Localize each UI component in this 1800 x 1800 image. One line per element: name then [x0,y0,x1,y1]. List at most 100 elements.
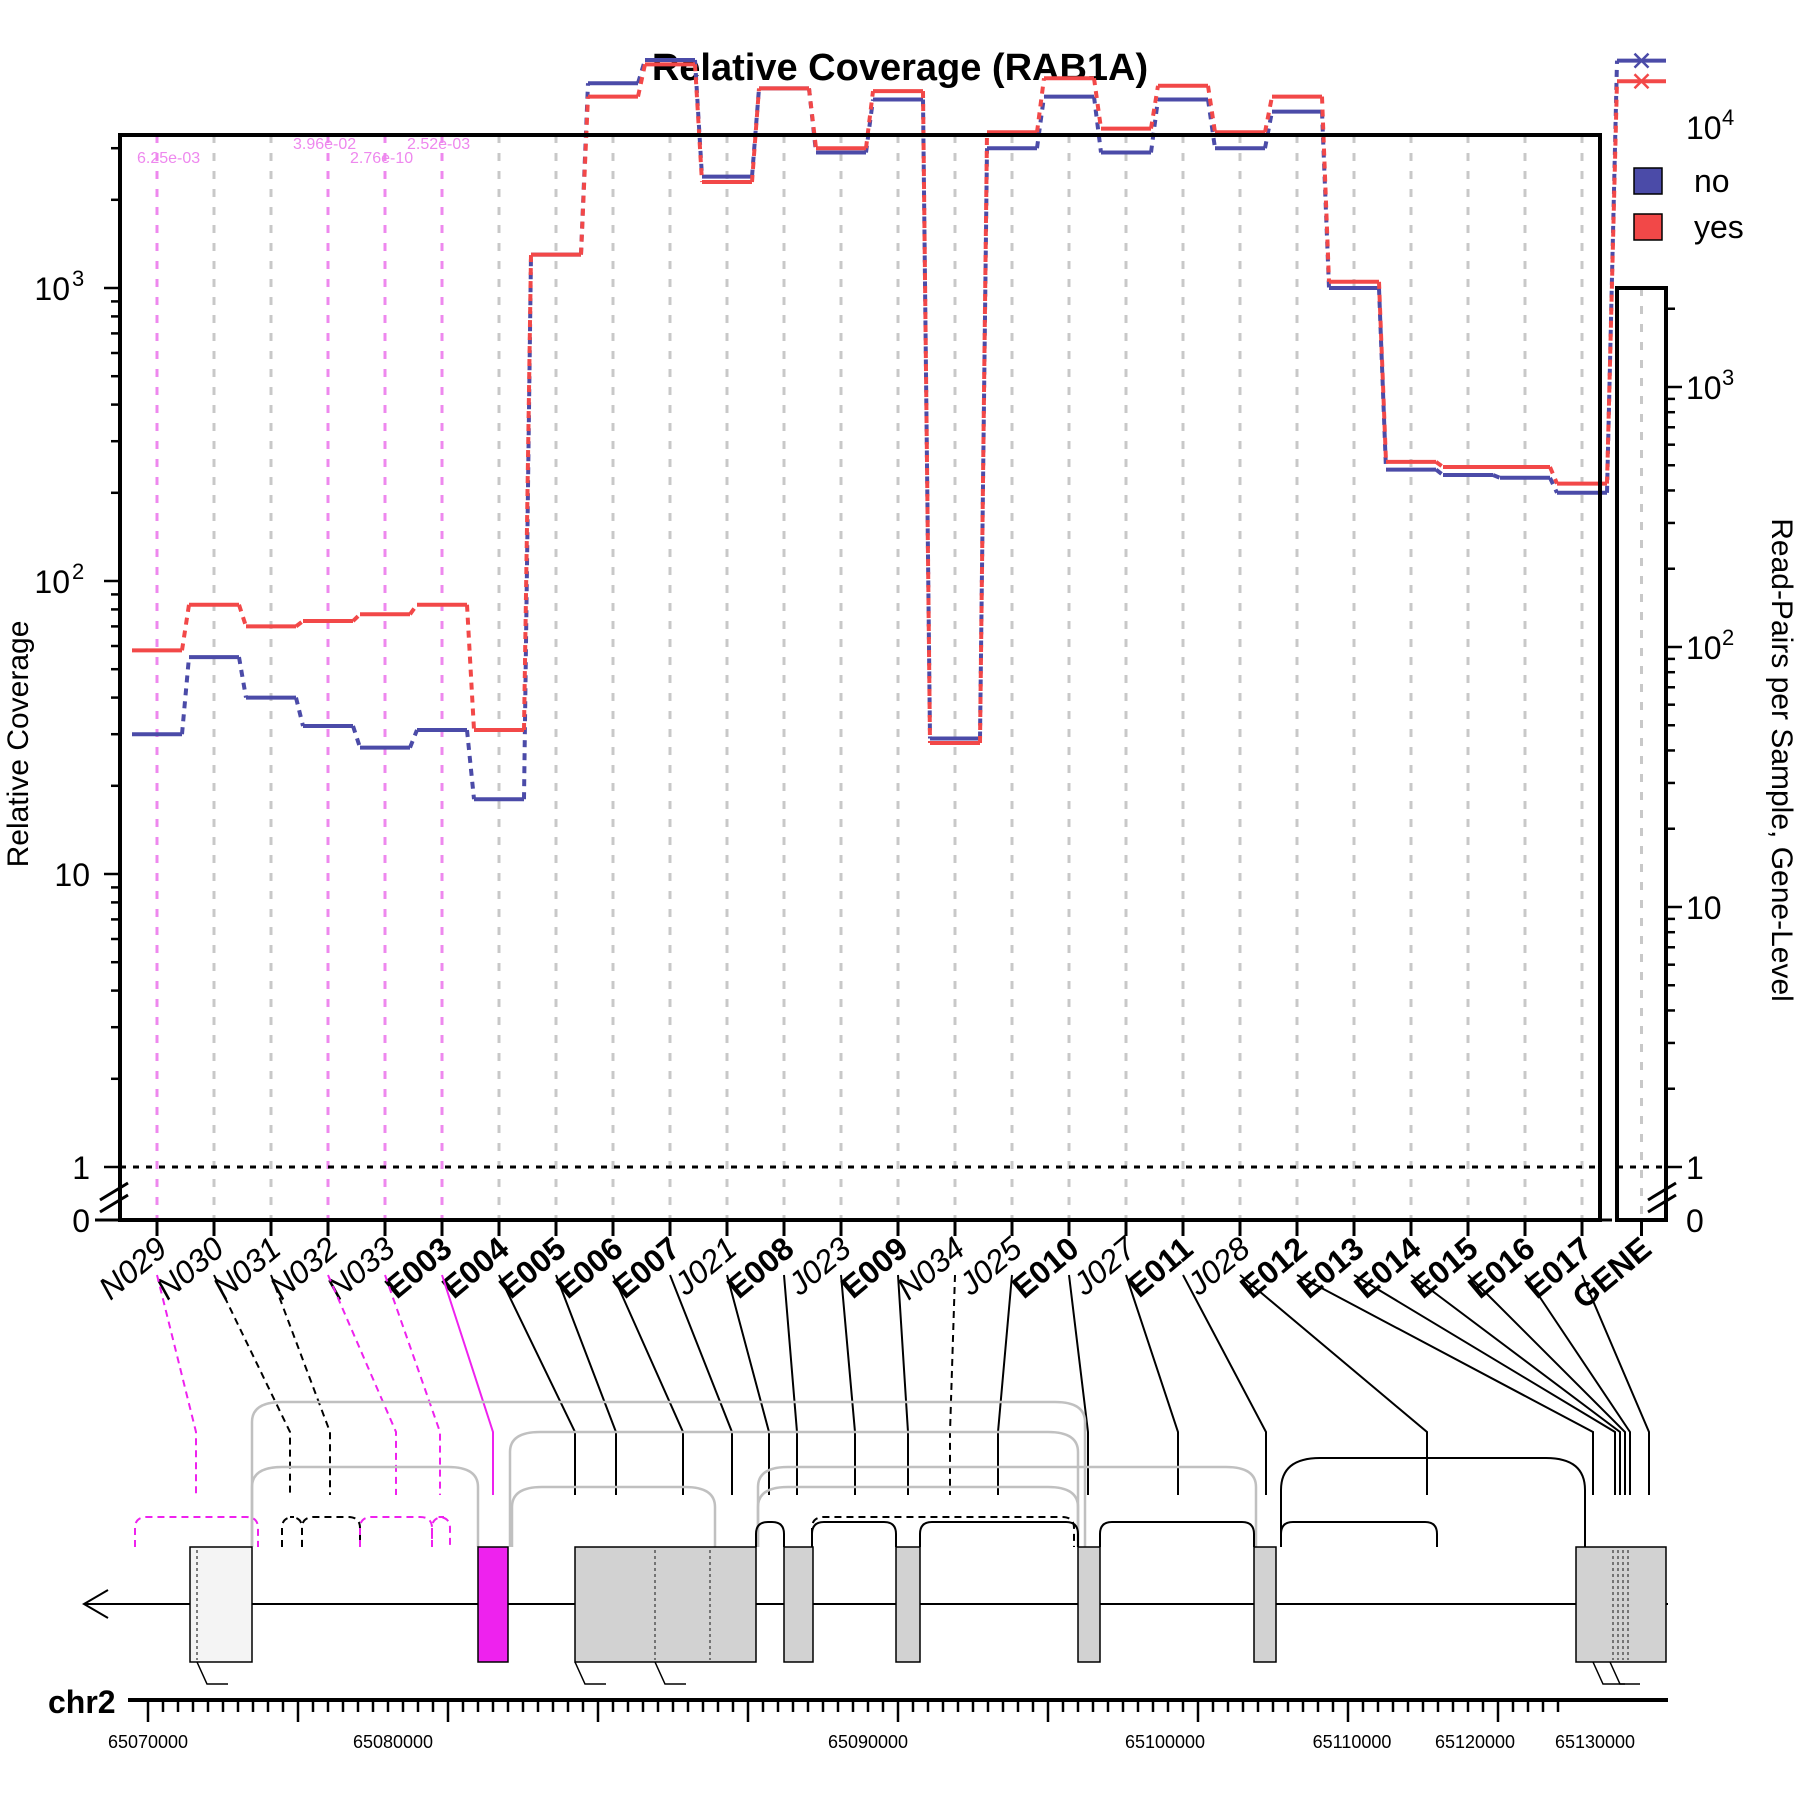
feature-connector-E006 [612,1274,684,1495]
junction-arc [919,1521,1079,1547]
junction-arc [755,1521,785,1547]
exon-tail [1592,1661,1625,1685]
feature-connector-E009 [897,1274,909,1495]
genomic-tick-label: 65120000 [1435,1732,1515,1752]
ytick-label-10: 10 [54,857,90,893]
feature-connector-E017 [1581,1274,1650,1495]
genomic-tick-label: 65080000 [353,1732,433,1752]
y2tick-label-100: 10 [1686,630,1722,666]
feature-connector-E010 [1068,1274,1089,1495]
junction-arc [1280,1521,1438,1547]
exon-box [1575,1546,1667,1663]
pvalue-label-N032: 3.96e-02 [293,136,356,153]
chart-title: Relative Coverage (RAB1A) [652,47,1148,89]
feature-connector-J021 [726,1274,770,1495]
feature-connector-N030 [213,1274,291,1495]
feature-connector-J028 [1239,1274,1428,1495]
legend-swatch-yes [1633,213,1663,241]
legend-label-no: no [1694,163,1730,199]
exon-box [1253,1546,1277,1663]
y2tick-label-0: 0 [1686,1203,1704,1239]
intron-arc-grey [756,1485,1080,1547]
genomic-tick-label: 65110000 [1313,1732,1392,1752]
exon-box [189,1546,253,1663]
y2tick-label-1: 1 [1686,1150,1704,1186]
feature-connector-N034 [949,1274,956,1495]
pvalue-label-E003: 2.52e-03 [407,136,470,153]
exon-tail [1609,1661,1640,1685]
exon-box [783,1546,814,1663]
intron-arc-grey [250,1465,480,1547]
chromosome-label: chr2 [48,1684,116,1720]
genomic-axis: chr2 65070000 65080000 65090000 65100000 6511… [48,1684,1668,1752]
exon-tail [196,1661,228,1685]
legend-label-yes: yes [1694,209,1744,245]
feature-connector-N031 [270,1274,331,1495]
pvalue-label-N029: 6.25e-03 [137,150,200,167]
genomic-tick-label: 65100000 [1125,1732,1205,1752]
novel-junction-arc [301,1516,361,1547]
feature-connector-N029 [156,1274,197,1495]
exon-box [574,1546,757,1663]
novel-junction-arc [359,1516,433,1547]
exon-tail [574,1661,606,1685]
feature-connector-N032 [327,1274,397,1495]
exon-box [1077,1546,1101,1663]
y2tick-label-1000: 10 [1686,370,1722,406]
ytick-exponent-1000: 3 [72,266,84,291]
x-axis: N029N030N031N032N033E003E004E005E006E007… [92,1218,1658,1316]
pvalue-label-N033: 2.76e-10 [350,150,413,167]
genomic-tick-label: 65090000 [828,1732,908,1752]
plot-frames [118,133,1668,1222]
y2-axis-break [1647,1181,1677,1214]
junction-arc-large [1280,1457,1586,1547]
connector-yes [180,63,1619,744]
gene-marker-yes [1633,73,1650,90]
intron-arc-grey [510,1485,717,1547]
ytick-label-100: 10 [34,564,70,600]
y-axis-label: Relative Coverage [2,621,35,868]
ytick-label-1000: 10 [34,271,70,307]
feature-connector-E012 [1296,1274,1594,1495]
series-lines [132,52,1666,802]
y2tick-exponent-10000: 4 [1722,105,1734,130]
novel-junction-arc [134,1516,259,1547]
feature-connector-E008 [783,1274,798,1495]
significance-markers: 6.25e-03 3.96e-022.76e-102.52e-03 [137,136,470,167]
feature-connector-E015 [1467,1274,1626,1495]
intron-arc-grey [508,1430,1080,1547]
junction-arc [1099,1521,1255,1547]
novel-junction-arc [431,1516,451,1547]
novel-junction-arc [281,1516,303,1547]
feature-connector-J025 [997,1274,1013,1495]
gene-marker-no [1633,52,1650,69]
genomic-tick-label: 65130000 [1555,1732,1635,1752]
legend: no yes [1633,163,1744,245]
y-axis-break [99,1181,129,1214]
feature-connector-N033 [384,1274,441,1495]
feature-connector-E005 [555,1274,617,1495]
feature-connector-J023 [840,1274,856,1495]
y2tick-label-10000: 10 [1686,110,1722,146]
ytick-exponent-100: 2 [72,559,84,584]
y2tick-exponent-100: 2 [1722,625,1734,650]
feature-connector-E013 [1353,1274,1616,1495]
ytick-label-1: 1 [72,1150,90,1186]
genomic-tick-label: 65070000 [108,1732,188,1752]
ytick-label-0: 0 [72,1203,90,1239]
feature-connector-E003 [441,1274,494,1495]
junction-arc [811,1521,897,1547]
exon-box [477,1546,509,1663]
feature-connector-E014 [1410,1274,1621,1495]
feature-connector-E011 [1182,1274,1267,1495]
gridlines [155,135,1643,1220]
feature-connector-J027 [1125,1274,1179,1495]
feature-connectors [156,1274,1650,1495]
feature-connector-E007 [669,1274,733,1495]
legend-swatch-no [1633,167,1663,195]
exon-box [895,1546,921,1663]
exon-tail [654,1661,686,1685]
